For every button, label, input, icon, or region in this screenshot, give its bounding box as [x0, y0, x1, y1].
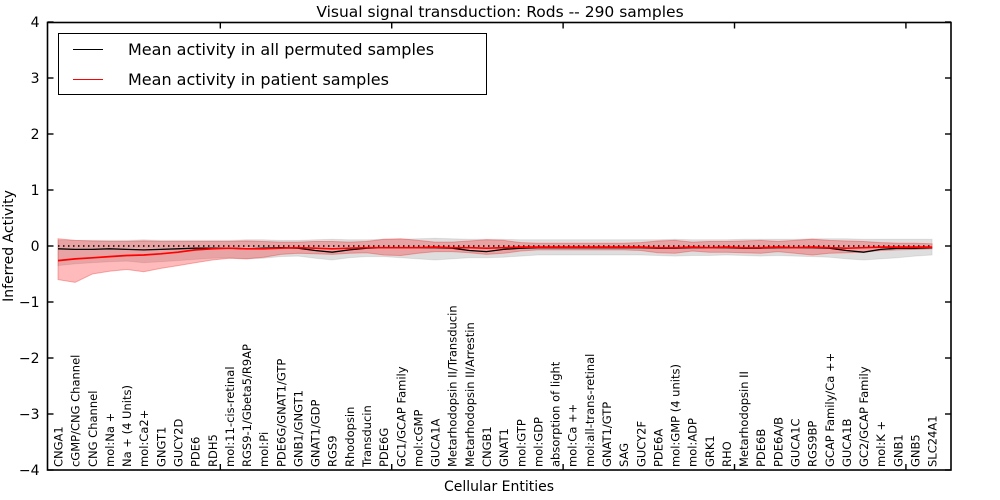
x-tick-label: GC2/GCAP Family	[857, 366, 871, 467]
x-tick-label: CNG Channel	[86, 391, 100, 467]
legend-label-patient: Mean activity in patient samples	[128, 69, 389, 89]
x-tick-label: CNGB1	[480, 426, 494, 467]
x-tick-label: mol:GDP	[531, 417, 545, 467]
legend: Mean activity in all permuted samples Me…	[58, 33, 487, 95]
x-tick-label: GNB5	[909, 434, 923, 467]
x-tick-label: PDE6G	[377, 428, 391, 467]
chart-title: Visual signal transduction: Rods -- 290 …	[316, 3, 684, 21]
x-tick-label: CNGA1	[52, 426, 66, 467]
x-tick-label: PDE6G/GNAT1/GTP	[274, 359, 288, 467]
x-tick-label: mol:Ca ++	[566, 404, 580, 467]
x-tick-label: PDE6A	[651, 429, 665, 467]
legend-label-permuted: Mean activity in all permuted samples	[128, 39, 435, 59]
x-tick-label: Na + (4 Units)	[120, 385, 134, 467]
x-tick-label: mol:K +	[874, 421, 888, 467]
x-tick-label: RDH5	[206, 434, 220, 467]
x-tick-label: mol:ADP	[686, 418, 700, 467]
x-tick-label: GNAT1	[497, 428, 511, 467]
x-tick-label: GUCY2D	[171, 419, 185, 467]
x-tick-label: Rhodopsin	[343, 407, 357, 467]
x-tick-label: GRK1	[703, 435, 717, 467]
x-tick-label: absorption of light	[549, 361, 563, 467]
x-tick-label: GNB1	[891, 434, 905, 467]
legend-item-patient: Mean activity in patient samples	[59, 64, 486, 94]
permuted-line-sample	[73, 48, 103, 50]
permuted-range-band	[57, 237, 933, 267]
y-tick-label: 0	[31, 239, 40, 255]
y-tick-label: −4	[19, 463, 40, 479]
x-tick-label: RGS9BP	[806, 421, 820, 467]
x-tick-label: mol:Pi	[257, 432, 271, 467]
x-tick-label: Metarhodopsin II/Transducin	[446, 305, 460, 467]
x-tick-label: GC1/GCAP Family	[394, 366, 408, 467]
y-tick-label: 1	[31, 183, 40, 199]
x-tick-label: SAG	[617, 443, 631, 467]
x-tick-label: mol:11-cis-retinal	[223, 366, 237, 467]
x-tick-label: mol:all-trans-retinal	[583, 354, 597, 467]
x-axis-label: Cellular Entities	[443, 479, 555, 495]
x-tick-label: mol:Ca2+	[137, 410, 151, 467]
x-tick-label: GNGT1	[154, 427, 168, 467]
x-tick-label: GNAT1/GDP	[309, 400, 323, 467]
x-tick-label: cGMP/CNG Channel	[69, 355, 83, 467]
x-tick-label: GUCA1A	[429, 418, 443, 467]
y-tick-label: −2	[19, 351, 40, 367]
x-tick-label: PDE6A/B	[771, 417, 785, 467]
y-tick-label: 2	[31, 127, 40, 143]
x-tick-label: PDE6B	[754, 429, 768, 467]
x-tick-label: GNAT1/GTP	[600, 402, 614, 467]
x-tick-label: RGS9-1/Gbeta5/R9AP	[240, 344, 254, 467]
x-tick-label: mol:GTP	[514, 419, 528, 467]
x-tick-label: PDE6	[189, 437, 203, 467]
legend-item-permuted: Mean activity in all permuted samples	[59, 34, 486, 64]
y-tick-label: −1	[19, 295, 40, 311]
x-tick-label: GCAP Family/Ca ++	[823, 353, 837, 467]
x-tick-label: Metarhodopsin II	[737, 371, 751, 467]
x-tick-label: RHO	[720, 441, 734, 467]
y-tick-label: 4	[31, 15, 40, 31]
x-tick-label: mol:GMP (4 units)	[669, 364, 683, 467]
x-tick-label: RGS9	[326, 435, 340, 467]
x-tick-label: SLC24A1	[926, 415, 940, 467]
x-tick-label: GUCY2F	[634, 421, 648, 467]
x-tick-label: mol:Na +	[103, 413, 117, 467]
patient-mean-line	[57, 246, 933, 262]
x-tick-label: Transducin	[360, 405, 374, 468]
x-tick-label: mol:cGMP	[411, 410, 425, 467]
y-tick-label: 3	[31, 71, 40, 87]
y-tick-label: −3	[19, 407, 40, 423]
x-tick-label: GNB1/GNGT1	[291, 390, 305, 467]
y-axis-label: Inferred Activity	[1, 190, 17, 302]
patient-range-band	[57, 238, 933, 283]
x-tick-label: GUCA1C	[789, 418, 803, 467]
x-tick-label: Metarhodopsin II/Arrestin	[463, 322, 477, 467]
x-tick-label: GUCA1B	[840, 418, 854, 467]
patient-line-sample	[73, 78, 103, 80]
